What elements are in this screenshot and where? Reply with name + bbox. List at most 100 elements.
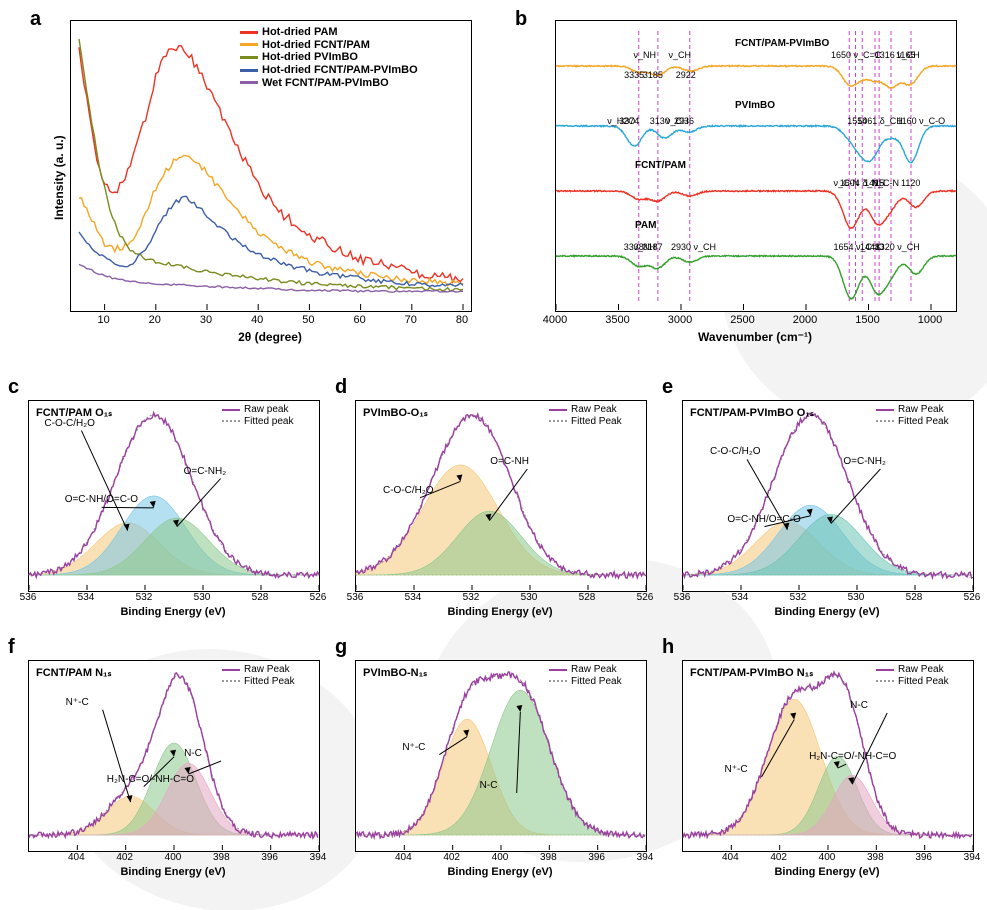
legend-label: Fitted Peak: [244, 676, 295, 688]
panel-f-chart: [28, 660, 320, 852]
ftir-annotation: 2936: [674, 116, 694, 126]
panel-d-svg: [356, 401, 646, 591]
panel-f-title: FCNT/PAM N₁ₛ: [36, 666, 112, 679]
panel-b-xlabel: Wavenumber (cm⁻¹): [555, 330, 955, 344]
ftir-annotation: 1160 ν_C-O: [897, 116, 945, 126]
legend-swatch: [240, 31, 258, 34]
panel-label-h: h: [662, 636, 674, 659]
legend-label: Fitted Peak: [898, 416, 949, 428]
ftir-trace-name: FCNT/PAM-PVImBO: [735, 38, 829, 49]
xps-peak-label: H₂N-C=O/-NH-C=O: [107, 774, 194, 785]
xps-peak-label: N⁺-C: [402, 742, 425, 753]
panel-e-xtick: 530: [848, 592, 865, 603]
panel-a-xtick: 30: [200, 314, 212, 326]
legend-label: Fitted peak: [244, 416, 293, 428]
panel-f-legend: Raw PeakFitted Peak: [222, 664, 295, 687]
panel-h-xtick: 398: [867, 852, 884, 863]
panel-c-legend: Raw peakFitted peak: [222, 404, 293, 427]
xps-peak-label: O=C-NH/O=C-O: [65, 494, 138, 505]
legend-label: Fitted Peak: [571, 676, 622, 688]
panel-d-title: PVImBO-O₁ₛ: [363, 406, 428, 419]
legend-swatch: [876, 420, 894, 422]
legend-label: Raw Peak: [244, 664, 290, 676]
panel-c-xtick: 526: [310, 592, 327, 603]
ftir-annotation: 2930 ν_CH: [671, 242, 716, 252]
panel-f-xtick: 398: [213, 852, 230, 863]
panel-label-b: b: [515, 8, 527, 31]
ftir-annotation: 1650 ν_C=C: [831, 50, 881, 60]
panel-g-xtick: 400: [492, 852, 509, 863]
legend-swatch: [549, 420, 567, 422]
legend-label: Raw Peak: [571, 664, 617, 676]
legend-swatch: [876, 409, 894, 411]
ftir-annotation: ν_C-N: [874, 178, 900, 188]
panel-b-xtick: 3500: [605, 314, 629, 326]
panel-d-legend: Raw PeakFitted Peak: [549, 404, 622, 427]
panel-d-xtick: 528: [579, 592, 596, 603]
legend-swatch: [240, 56, 258, 59]
ftir-trace-name: FCNT/PAM: [635, 160, 686, 171]
legend-label: Raw Peak: [898, 664, 944, 676]
panel-g-xtick: 398: [540, 852, 557, 863]
xps-peak-label: C-O-C/H₂O: [44, 418, 95, 429]
ftir-annotation: 1165: [896, 50, 915, 60]
ftir-annotation: 3374: [619, 116, 639, 126]
panel-d-xtick: 536: [347, 592, 364, 603]
panel-a-legend: Hot-dried PAMHot-dried FCNT/PAMHot-dried…: [240, 26, 418, 89]
panel-c-xtick: 532: [136, 592, 153, 603]
panel-b-chart: [555, 20, 957, 312]
panel-d-xtick: 526: [637, 592, 654, 603]
panel-g-xtick: 396: [588, 852, 605, 863]
ftir-annotation: ν_CH: [669, 50, 692, 60]
legend-label: Hot-dried FCNT/PAM-PVImBO: [262, 64, 418, 77]
ftir-annotation: 3338: [624, 242, 644, 252]
panel-b-xtick: 4000: [543, 314, 567, 326]
panel-b-xtick: 2000: [793, 314, 817, 326]
panel-b-xtick: 3000: [668, 314, 692, 326]
panel-b-xtick: 1000: [918, 314, 942, 326]
panel-g-chart: [355, 660, 647, 852]
panel-f-xtick: 402: [116, 852, 133, 863]
panel-label-g: g: [335, 636, 347, 659]
ftir-annotation: 1320 ν_CH: [875, 242, 920, 252]
ftir-annotation: 3185: [643, 70, 663, 80]
panel-a-ylabel: Intensity (a. u.): [52, 135, 66, 220]
panel-d-xtick: 534: [405, 592, 422, 603]
legend-swatch: [876, 680, 894, 682]
legend-swatch: [876, 669, 894, 671]
panel-e-chart: [682, 400, 974, 592]
ftir-annotation: 3335: [624, 70, 644, 80]
panel-e-xtick: 534: [732, 592, 749, 603]
legend-label: Raw Peak: [571, 404, 617, 416]
panel-b-xtick: 2500: [730, 314, 754, 326]
xps-peak-label: C-O-C/H₂O: [383, 485, 434, 496]
panel-h-xtick: 396: [915, 852, 932, 863]
panel-e-legend: Raw PeakFitted Peak: [876, 404, 949, 427]
panel-c-xtick: 536: [20, 592, 37, 603]
ftir-annotation: 1461 δ_CH: [857, 116, 903, 126]
panel-g-xlabel: Binding Energy (eV): [355, 866, 645, 878]
panel-e-xlabel: Binding Energy (eV): [682, 606, 972, 618]
xps-peak-label: N⁺-C: [66, 697, 89, 708]
panel-f-xtick: 396: [261, 852, 278, 863]
legend-swatch: [222, 409, 240, 411]
panel-g-xtick: 402: [443, 852, 460, 863]
ftir-annotation: ν_NH: [634, 50, 657, 60]
panel-label-c: c: [8, 376, 19, 399]
panel-e-xtick: 526: [964, 592, 981, 603]
ftir-annotation: 1120: [901, 178, 920, 188]
legend-label: Fitted Peak: [898, 676, 949, 688]
ftir-trace-name: PVImBO: [735, 100, 775, 111]
panel-a-xtick: 10: [97, 314, 109, 326]
ftir-trace-name: PAM: [635, 220, 656, 231]
ftir-annotation: 3187: [643, 242, 663, 252]
panel-c-xtick: 528: [252, 592, 269, 603]
panel-g-legend: Raw PeakFitted Peak: [549, 664, 622, 687]
panel-e-xtick: 532: [790, 592, 807, 603]
panel-d-xtick: 532: [463, 592, 480, 603]
xps-peak-label: N-C: [480, 780, 498, 791]
panel-f-xtick: 394: [310, 852, 327, 863]
legend-label: Hot-dried FCNT/PAM: [262, 39, 370, 52]
legend-swatch: [222, 680, 240, 682]
panel-d-xlabel: Binding Energy (eV): [355, 606, 645, 618]
